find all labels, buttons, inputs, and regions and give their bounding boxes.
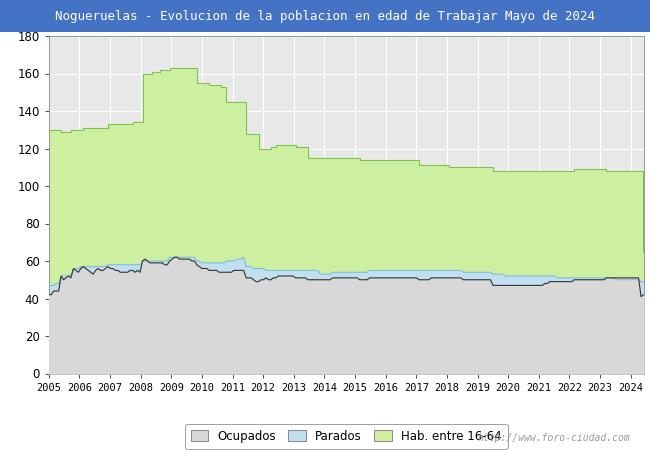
Text: http://www.foro-ciudad.com: http://www.foro-ciudad.com — [478, 433, 630, 443]
Legend: Ocupados, Parados, Hab. entre 16-64: Ocupados, Parados, Hab. entre 16-64 — [185, 424, 508, 449]
Text: Nogueruelas - Evolucion de la poblacion en edad de Trabajar Mayo de 2024: Nogueruelas - Evolucion de la poblacion … — [55, 10, 595, 22]
